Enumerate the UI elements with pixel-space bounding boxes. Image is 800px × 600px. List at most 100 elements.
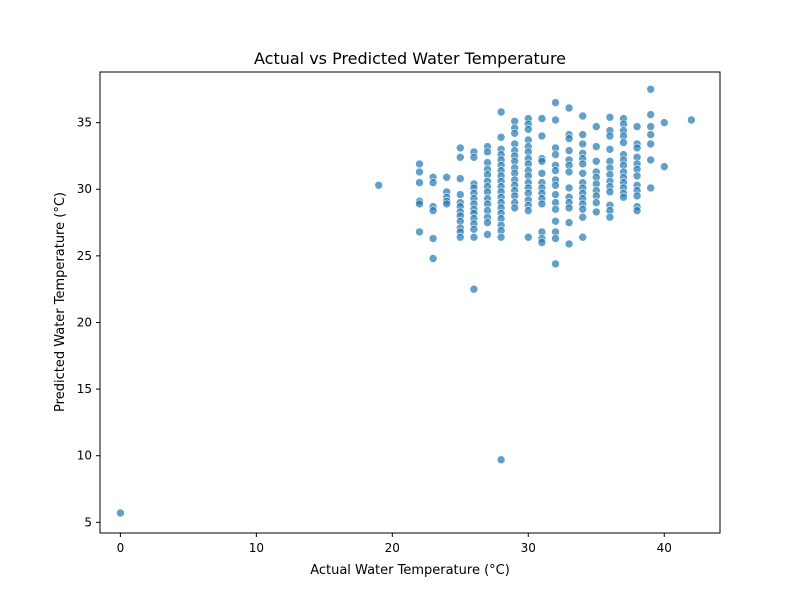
data-point xyxy=(537,199,547,209)
y-tick-label: 5 xyxy=(84,515,92,529)
data-point xyxy=(442,199,452,209)
data-point xyxy=(415,199,424,209)
x-tick-label: 10 xyxy=(249,541,264,555)
data-point xyxy=(551,150,560,159)
data-point xyxy=(496,455,506,465)
data-point xyxy=(578,232,588,242)
data-point xyxy=(523,232,533,242)
data-point xyxy=(428,178,438,187)
data-point xyxy=(483,147,492,157)
data-point xyxy=(523,125,533,134)
data-point xyxy=(646,85,656,94)
data-point xyxy=(605,113,615,122)
data-point xyxy=(619,138,628,147)
data-point xyxy=(632,122,642,131)
data-point xyxy=(646,183,656,193)
y-tick-label: 25 xyxy=(77,249,92,263)
data-point xyxy=(591,122,601,131)
data-point xyxy=(551,98,560,107)
data-point xyxy=(428,206,438,215)
data-point xyxy=(564,218,574,227)
data-point xyxy=(632,206,642,215)
x-tick-label: 30 xyxy=(521,541,536,555)
x-axis-label: Actual Water Temperature (°C) xyxy=(310,563,510,578)
x-tick-label: 40 xyxy=(657,541,672,555)
data-point xyxy=(455,174,465,183)
data-point xyxy=(455,143,465,153)
data-point xyxy=(483,230,492,239)
data-point xyxy=(564,103,574,113)
data-point xyxy=(551,259,560,269)
data-point xyxy=(564,183,574,193)
data-point xyxy=(523,206,533,215)
data-point xyxy=(591,157,601,166)
data-point xyxy=(591,198,601,207)
data-point xyxy=(537,238,547,247)
data-point xyxy=(687,115,696,125)
data-point xyxy=(605,212,615,222)
data-point xyxy=(564,146,574,155)
data-point xyxy=(496,133,506,142)
data-point xyxy=(455,232,465,242)
data-point xyxy=(537,114,547,123)
x-tick-label: 20 xyxy=(385,541,400,555)
y-tick-label: 20 xyxy=(77,315,92,329)
data-point xyxy=(415,227,424,237)
y-tick-label: 10 xyxy=(77,449,92,463)
data-point xyxy=(496,107,506,117)
points-layer xyxy=(116,85,696,518)
data-point xyxy=(415,159,424,169)
data-point xyxy=(646,139,656,149)
data-point xyxy=(605,131,615,141)
data-point xyxy=(578,111,588,121)
data-point xyxy=(578,169,588,178)
data-point xyxy=(605,187,615,197)
y-tick-label: 15 xyxy=(77,382,92,396)
data-point xyxy=(537,131,547,141)
data-point xyxy=(564,203,574,213)
data-point xyxy=(591,142,601,151)
y-axis-label: Predicted Water Temperature (°C) xyxy=(53,192,68,412)
x-tick-label: 0 xyxy=(117,541,125,555)
plot-area-frame xyxy=(99,71,721,534)
data-point xyxy=(564,239,574,249)
data-point xyxy=(116,508,125,518)
data-point xyxy=(455,190,465,199)
data-point xyxy=(659,162,669,171)
data-point xyxy=(551,190,560,199)
data-point xyxy=(646,130,656,139)
data-point xyxy=(469,232,479,242)
data-point xyxy=(646,122,656,131)
data-point xyxy=(646,110,656,119)
data-point xyxy=(564,134,574,143)
data-point xyxy=(551,234,560,243)
data-point xyxy=(374,181,384,190)
data-point xyxy=(605,145,615,154)
data-point xyxy=(469,153,479,162)
axes-layer: 0 10 20 30 40 5 10 15 20 25 30 35 xyxy=(77,116,672,555)
data-point xyxy=(415,178,424,187)
data-point xyxy=(483,218,492,227)
data-point xyxy=(578,139,588,149)
data-point xyxy=(442,173,452,182)
data-point xyxy=(632,191,642,201)
data-point xyxy=(551,115,560,125)
data-point xyxy=(455,153,465,162)
data-point xyxy=(428,234,438,243)
data-point xyxy=(551,216,560,226)
data-point xyxy=(578,130,588,139)
data-point xyxy=(659,118,669,127)
data-point xyxy=(537,169,547,178)
data-point xyxy=(591,207,601,217)
data-point xyxy=(469,224,479,234)
data-point xyxy=(578,204,588,214)
data-point xyxy=(537,157,547,166)
data-point xyxy=(619,192,628,202)
data-point xyxy=(578,212,588,222)
data-point xyxy=(551,166,560,175)
data-point xyxy=(428,254,438,263)
data-point xyxy=(564,167,574,177)
data-point xyxy=(632,171,642,181)
